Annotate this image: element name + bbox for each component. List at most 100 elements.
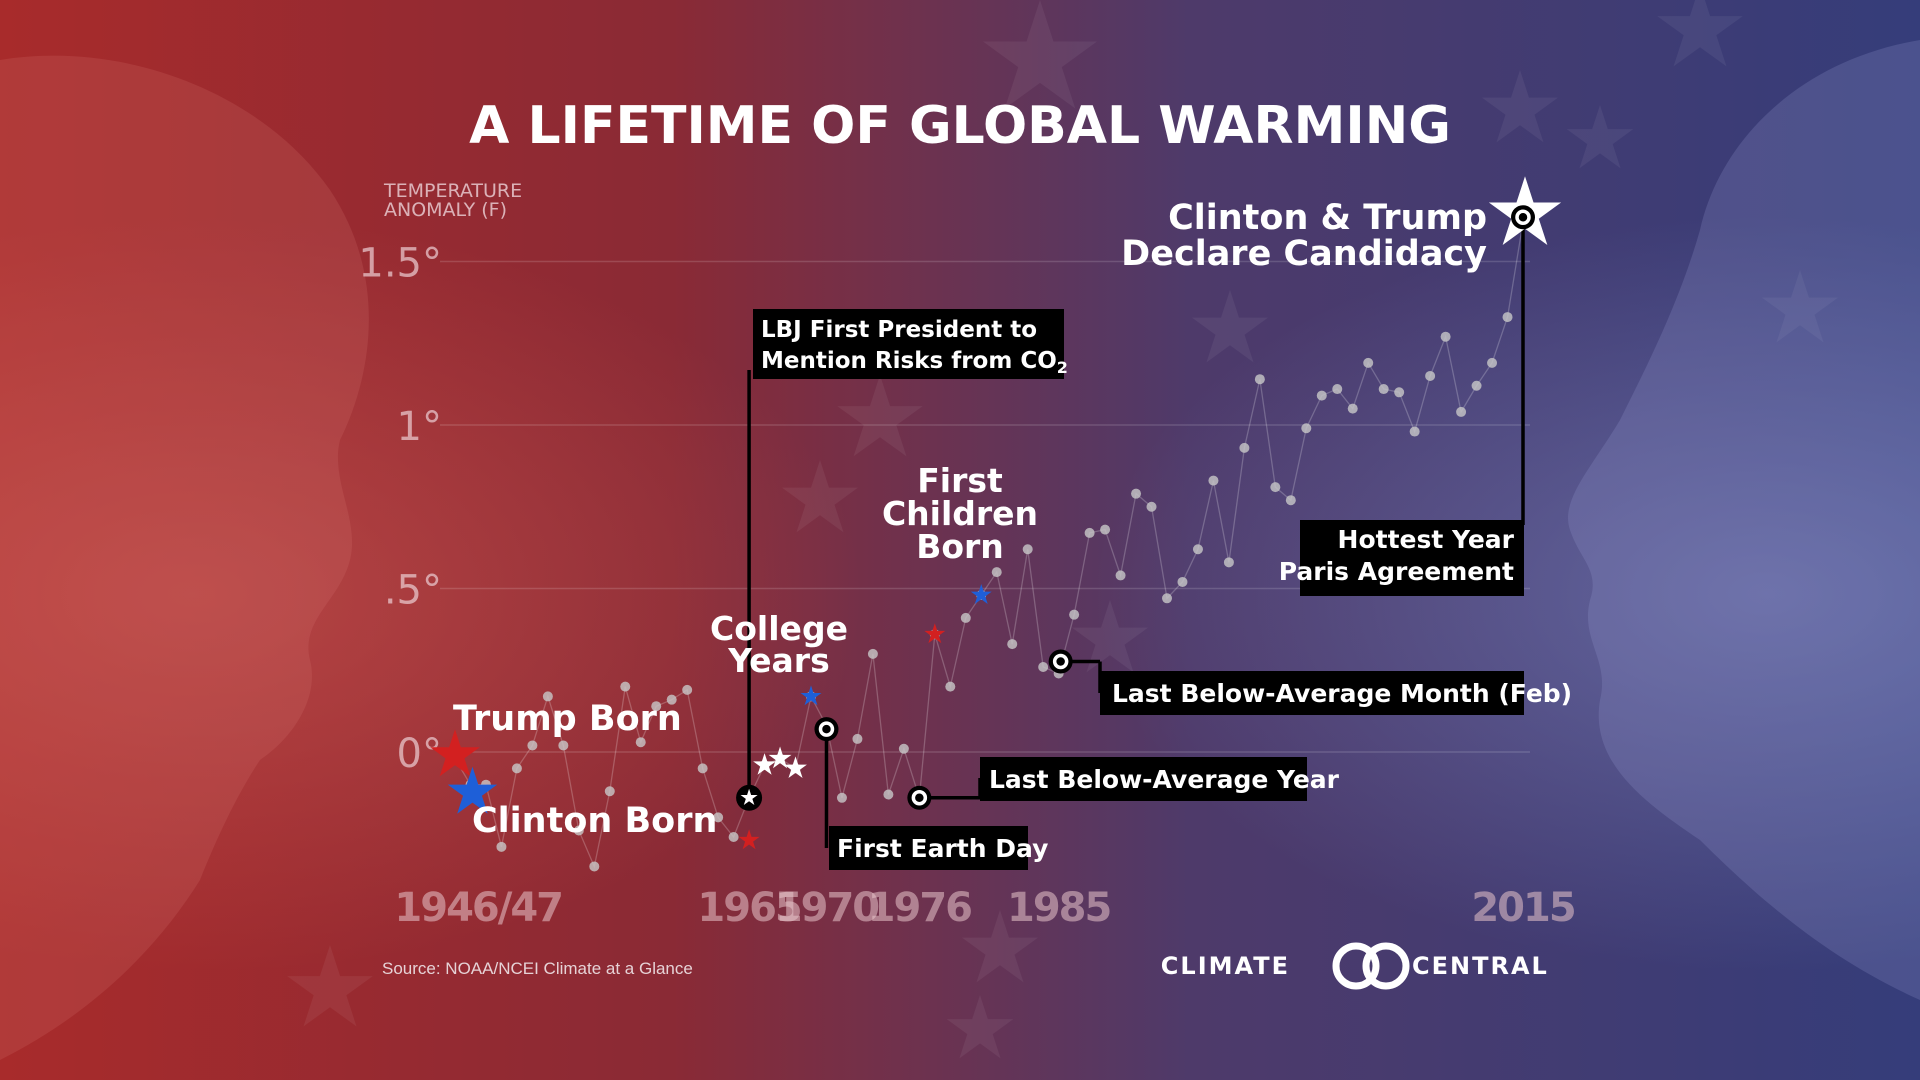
lbj-callout-line2: Mention Risks from CO2 — [761, 348, 1068, 377]
data-point — [836, 792, 847, 803]
data-point — [1239, 442, 1250, 453]
data-point — [1208, 475, 1219, 486]
data-point — [1100, 524, 1111, 535]
data-point — [1192, 544, 1203, 555]
first-children-label-1: First — [917, 461, 1003, 500]
data-point — [697, 763, 708, 774]
series-line — [454, 222, 1524, 869]
hottest-label-2: Paris Agreement — [1279, 557, 1514, 586]
data-point — [1440, 331, 1451, 342]
last-below-year-point-inner — [911, 790, 928, 806]
data-point — [1022, 544, 1033, 555]
data-point — [1316, 390, 1327, 401]
hottest-label-1: Hottest Year — [1338, 525, 1515, 554]
data-point — [1254, 374, 1265, 385]
data-point — [1301, 423, 1312, 434]
data-point — [1394, 387, 1405, 398]
data-point — [960, 612, 971, 623]
data-point — [1007, 639, 1018, 650]
trump-born-label: Trump Born — [453, 699, 682, 739]
last-below-year-box — [980, 757, 1307, 801]
x-tick-label: 1985 — [1007, 885, 1110, 931]
data-points — [450, 217, 1528, 872]
left-profile-silhouette — [0, 55, 369, 1060]
x-tick-label: 2015 — [1471, 885, 1574, 931]
data-point — [1502, 312, 1513, 323]
y-tick-labels: 0° .5° 1° 1.5° — [358, 241, 442, 778]
x-tick-label: 1976 — [868, 885, 971, 931]
data-point — [1425, 370, 1436, 381]
hottest-box — [1300, 520, 1524, 596]
y-tick-label: 1° — [397, 404, 442, 450]
first-children-label-3: Born — [916, 527, 1004, 566]
data-point — [682, 684, 693, 695]
data-point — [1332, 384, 1343, 395]
data-point — [1084, 527, 1095, 538]
data-point — [1038, 661, 1049, 672]
data-point — [883, 789, 894, 800]
data-point — [511, 763, 522, 774]
y-axis-label-line1: TEMPERATURE — [383, 180, 522, 202]
college-years-label-2: Years — [727, 641, 829, 680]
hottest-point — [1511, 205, 1535, 230]
data-point — [1162, 593, 1172, 604]
last-below-year-point — [907, 785, 932, 810]
x-tick-label: 1946/47 — [394, 885, 562, 931]
data-point — [1471, 380, 1482, 391]
lbj-callout-box — [753, 309, 1064, 379]
data-point — [991, 567, 1002, 578]
data-point — [1146, 501, 1157, 512]
y-tick-label: .5° — [384, 568, 442, 614]
last-below-year-label: Last Below-Average Year — [989, 765, 1340, 794]
data-point — [1363, 357, 1374, 368]
college-years-label-1: College — [710, 609, 848, 648]
source-note: Source: NOAA/NCEI Climate at a Glance — [382, 959, 693, 978]
gridlines — [440, 260, 1530, 753]
chart-title: A LIFETIME OF GLOBAL WARMING — [469, 96, 1451, 156]
y-tick-label: 1.5° — [358, 241, 442, 287]
declare-label-2: Declare Candidacy — [1121, 234, 1487, 274]
data-point — [1409, 426, 1420, 437]
data-point — [1378, 384, 1389, 395]
data-point — [558, 740, 569, 751]
data-point — [573, 825, 584, 836]
clinton-born-label: Clinton Born — [472, 801, 717, 841]
data-point — [1456, 406, 1467, 417]
data-point — [945, 681, 956, 692]
data-point — [635, 737, 646, 748]
data-point — [1285, 495, 1296, 506]
data-point — [713, 812, 724, 823]
data-point — [898, 743, 909, 754]
last-below-month-label: Last Below-Average Month (Feb) — [1112, 679, 1572, 708]
data-point — [1177, 576, 1188, 587]
data-point — [604, 786, 615, 797]
earth-day-box — [829, 826, 1028, 870]
logo-text-right: CENTRAL — [1412, 952, 1549, 980]
earth-day-point — [814, 717, 839, 742]
lbj-callout-line1: LBJ First President to — [761, 317, 1037, 343]
last-below-month-point — [1048, 649, 1073, 674]
data-point — [1131, 488, 1142, 499]
climate-central-logo: CLIMATE CENTRAL — [1161, 942, 1549, 990]
logo-mark — [1332, 942, 1410, 990]
declare-label-1: Clinton & Trump — [1168, 198, 1487, 238]
hottest-point-inner — [1515, 209, 1531, 226]
last-below-month-point-inner — [1052, 653, 1069, 670]
last-below-month-box — [1100, 671, 1524, 715]
first-children-label-2: Children — [882, 494, 1038, 533]
data-point — [496, 841, 507, 852]
data-point — [1069, 609, 1080, 620]
right-profile-silhouette — [1568, 40, 1920, 1000]
data-point — [852, 733, 863, 744]
y-tick-label: 0° — [397, 731, 442, 777]
data-point — [1115, 570, 1126, 581]
data-point — [728, 832, 739, 843]
data-point — [527, 740, 538, 751]
data-point — [666, 694, 677, 705]
x-tick-label: 1970 — [775, 885, 878, 931]
data-point — [1270, 482, 1281, 493]
